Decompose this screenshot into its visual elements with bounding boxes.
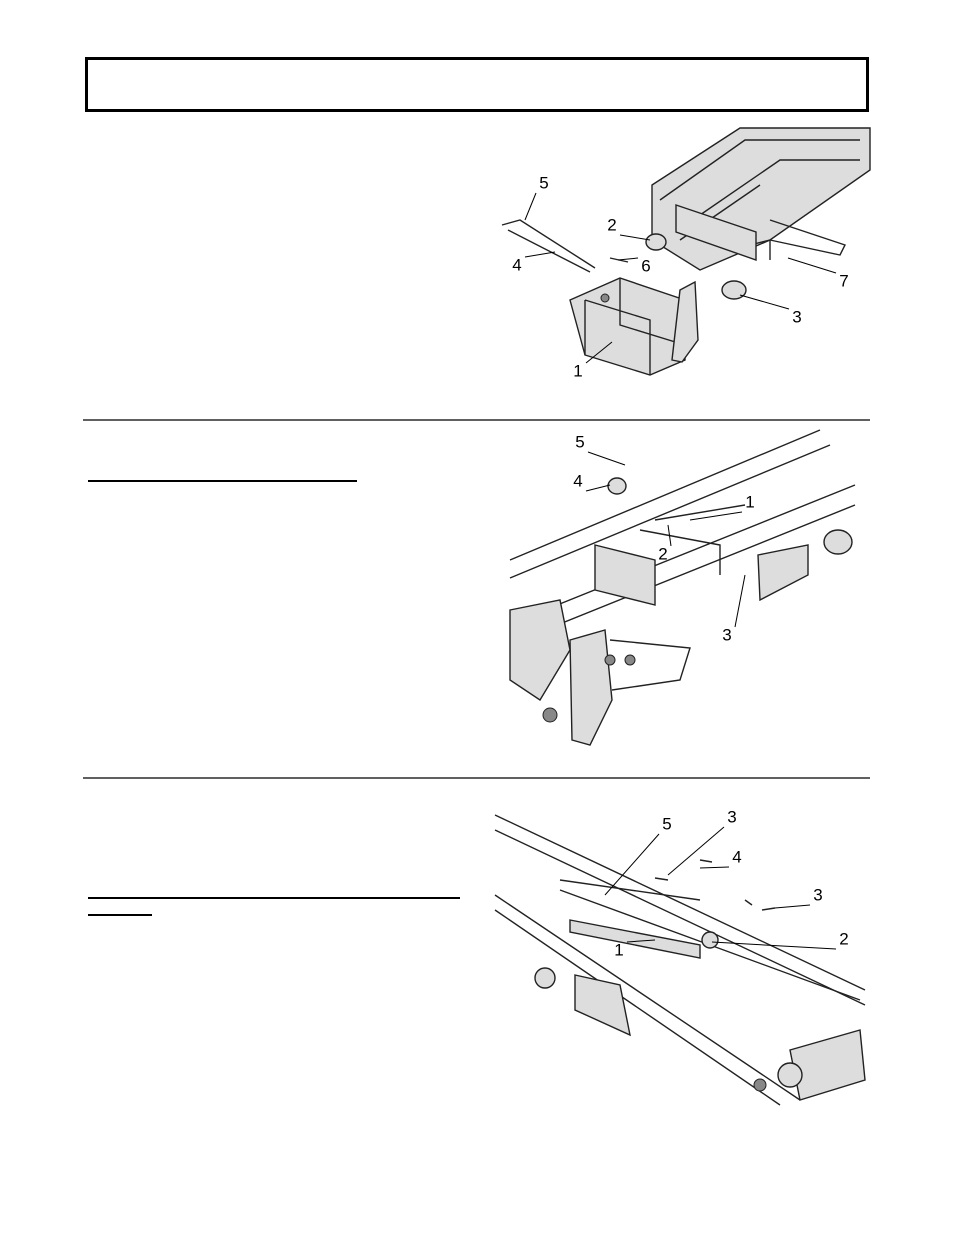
header-box <box>85 57 869 112</box>
leader-line <box>667 826 725 876</box>
leader-line <box>524 251 556 258</box>
leader-line <box>689 511 743 521</box>
leader-line <box>774 904 811 909</box>
callout-label: 2 <box>839 929 848 948</box>
callout-label: 1 <box>745 492 754 511</box>
leader-line <box>587 451 626 466</box>
callout-label: 7 <box>839 271 848 290</box>
callout-label: 1 <box>614 940 623 959</box>
callout-label: 3 <box>813 885 822 904</box>
callout-label: 3 <box>722 625 731 644</box>
callout-label: 5 <box>662 814 671 833</box>
leader-line <box>667 524 672 547</box>
callout-label: 6 <box>641 256 650 275</box>
callout-label: 3 <box>727 807 736 826</box>
callout-label: 4 <box>573 471 582 490</box>
leader-line <box>787 257 837 274</box>
callout-label: 4 <box>732 847 741 866</box>
callout-label: 3 <box>792 307 801 326</box>
leader-line <box>734 574 746 628</box>
figure-3-drawing <box>494 814 866 1106</box>
leader-line <box>585 484 611 492</box>
leader-line <box>626 939 656 943</box>
leader-line <box>699 866 730 869</box>
leader-line <box>739 294 790 310</box>
leader-line <box>585 341 613 364</box>
leader-line <box>524 192 537 221</box>
callout-label: 5 <box>539 173 548 192</box>
leader-line <box>619 234 651 241</box>
callout-label: 4 <box>512 255 521 274</box>
leader-line <box>604 833 660 896</box>
callout-label: 2 <box>658 544 667 563</box>
leader-line <box>711 941 837 950</box>
figure-2-drawing <box>509 429 856 746</box>
callout-label: 2 <box>607 215 616 234</box>
figure-1-drawing <box>501 127 871 376</box>
callout-label: 5 <box>575 432 584 451</box>
callout-label: 1 <box>573 361 582 380</box>
leader-line <box>617 257 639 261</box>
